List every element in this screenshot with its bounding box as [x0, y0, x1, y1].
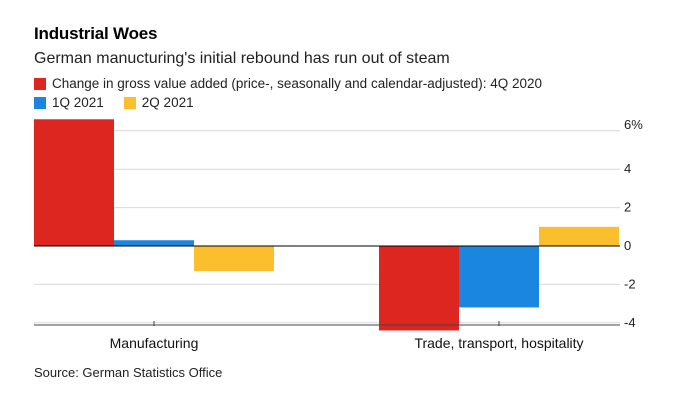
y-tick-label: 2	[624, 200, 631, 215]
bar	[539, 226, 619, 246]
y-tick-label: 4	[624, 161, 631, 176]
bar	[114, 240, 194, 246]
x-category-label: Trade, transport, hospitality	[414, 335, 583, 351]
source-note: Source: German Statistics Office	[34, 365, 223, 380]
legend-item-4q2020: Change in gross value added (price-, sea…	[34, 76, 542, 91]
legend-item-2q2021: 2Q 2021	[123, 95, 194, 110]
bar	[459, 246, 539, 308]
legend-label-1q2021: 1Q 2021	[52, 95, 104, 110]
legend-row-2: 1Q 2021 2Q 2021	[34, 95, 214, 110]
legend-swatch-1q2021	[34, 96, 46, 109]
chart-subtitle: German manucturing's initial rebound has…	[34, 50, 450, 67]
legend-label-4q2020: Change in gross value added (price-, sea…	[52, 76, 543, 91]
legend-item-1q2021: 1Q 2021	[34, 95, 104, 110]
y-tick-label: 6%	[624, 117, 643, 132]
legend-swatch-4q2020	[34, 77, 46, 90]
y-tick-label: -2	[624, 276, 636, 291]
bar	[379, 246, 459, 331]
x-category-label: Manufacturing	[110, 335, 199, 351]
legend-label-2q2021: 2Q 2021	[141, 95, 194, 110]
legend-row-1: Change in gross value added (price-, sea…	[34, 76, 562, 91]
y-tick-label: 0	[624, 238, 631, 253]
bar	[194, 246, 274, 271]
y-tick-label: -4	[624, 315, 636, 330]
bar	[34, 119, 114, 246]
legend-swatch-2q2021	[123, 96, 136, 109]
chart-title: Industrial Woes	[34, 24, 158, 43]
